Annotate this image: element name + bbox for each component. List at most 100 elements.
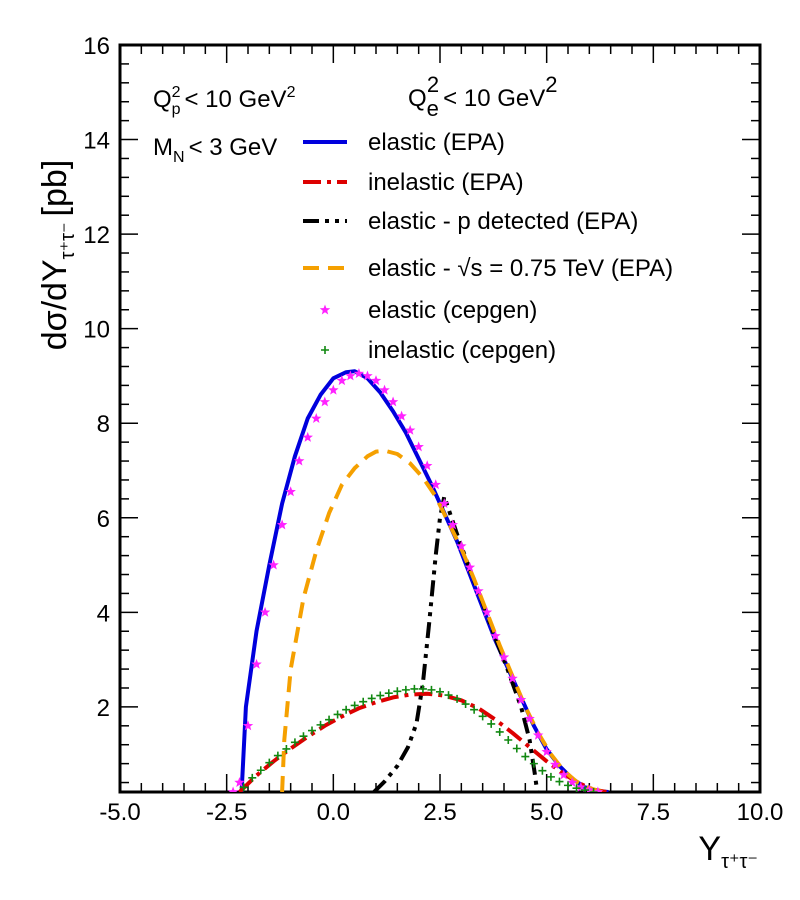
legend-label: inelastic (cepgen) [368,337,556,364]
data-point [564,781,572,790]
data-point [546,772,555,781]
data-point [481,606,493,617]
data-point [268,559,279,570]
data-point [367,694,376,703]
data-point [427,685,436,694]
legend-entry: inelastic (cepgen) [321,337,556,364]
data-point [282,744,291,753]
data-point [311,413,322,423]
data-point [251,658,262,669]
data-point [333,710,342,719]
data-point [529,759,538,768]
data-point [521,752,530,761]
data-point [538,766,547,775]
y-tick-label: 14 [83,128,110,155]
data-point [293,455,305,466]
x-tick-label: 0.0 [317,799,350,826]
data-point [444,691,453,700]
data-point [418,684,427,693]
data-point [362,370,373,381]
data-point [336,375,348,386]
data-point [345,370,356,381]
data-point [259,606,271,617]
inelastic-epa-curve [238,691,607,792]
legend-entry: elastic (cepgen) [319,297,537,324]
data-point [487,719,496,728]
data-point [498,651,510,662]
x-tick-label: 5.0 [530,799,563,826]
data-point [370,375,382,386]
mn-cut-annotation: MN < 3 GeV [153,134,277,166]
elastic-p-detected-epa-curve [372,494,540,792]
y-tick-label: 10 [83,317,110,344]
data-point [473,585,484,596]
legend-marker [321,346,329,354]
data-point [495,727,504,736]
data-point [461,700,470,709]
data-point [507,673,518,683]
series-area [227,368,609,792]
data-point [325,715,334,724]
y-axis-title: dσ/dYτ⁺τ⁻[pb] [36,160,79,351]
data-point [350,701,359,710]
y-tick-label: 6 [97,506,110,533]
data-point [504,735,513,744]
data-point [447,519,459,530]
data-point [319,396,331,407]
legend-entry: inelastic (EPA) [303,169,524,196]
data-point [490,630,501,641]
data-point [575,781,587,792]
data-point [234,777,245,787]
legend-marker [319,304,331,315]
data-point [401,685,410,694]
y-tick-label: 16 [83,33,110,60]
data-point [328,384,339,395]
data-point [248,773,257,782]
data-point [532,729,544,740]
x-tick-label: 7.5 [637,799,670,826]
qp-cut-annotation: Qp2 < 10 GeV2 [153,84,296,118]
data-point [376,691,385,700]
data-point [227,786,239,792]
data-point [290,738,299,747]
data-point [256,766,265,775]
data-point [273,751,282,760]
data-point [558,769,569,780]
plot-frame [118,43,762,794]
x-tick-label: -5.0 [99,799,140,826]
y-tick-label: 8 [97,411,110,438]
legend-label: elastic (cepgen) [368,297,537,324]
data-point [353,368,365,379]
data-point [387,396,399,407]
data-point [299,732,308,741]
data-point [285,486,296,497]
data-point [589,788,598,792]
data-point [359,697,368,706]
elastic-cepgen-markers [227,368,604,792]
data-point [396,410,407,421]
data-point [555,777,564,786]
legend-marker-elastic-cepgen [319,304,331,315]
data-point [239,783,248,792]
legend-label: elastic - p detected (EPA) [368,208,638,235]
data-point [316,720,325,729]
x-tick-label: -2.5 [206,799,247,826]
legend-label: inelastic (EPA) [368,169,524,196]
data-point [421,460,433,471]
axis-ticks [119,44,761,792]
y-tick-label: 2 [97,695,110,722]
data-point [515,694,527,705]
y-tick-label: 4 [97,600,110,627]
legend: elastic (EPA) inelastic (EPA) elastic - … [303,129,673,364]
data-point [581,786,590,792]
data-point [456,540,467,551]
data-point [541,746,552,757]
data-point [276,519,288,530]
data-point [384,689,393,698]
data-point [410,684,419,693]
data-point [512,744,521,753]
data-point [413,441,424,452]
data-point [302,431,313,442]
data-point [549,759,561,770]
